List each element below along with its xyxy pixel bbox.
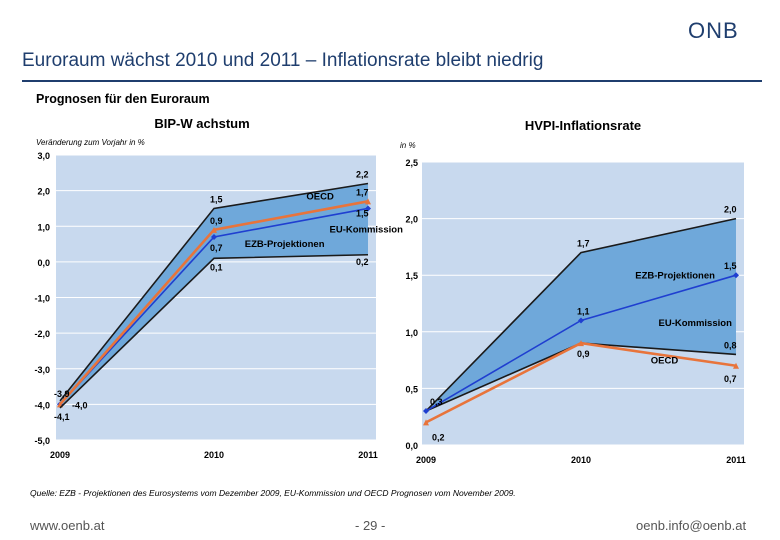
section-title: Prognosen für den Euroraum bbox=[36, 92, 210, 106]
hvpi-data-label: 0,8 bbox=[724, 340, 737, 350]
bip-point-marker bbox=[365, 198, 371, 205]
hvpi-point-marker bbox=[578, 317, 584, 324]
hvpi-y-tick-label: 1,0 bbox=[405, 328, 418, 338]
hvpi-point-marker bbox=[733, 362, 739, 369]
bip-x-tick-label: 2010 bbox=[204, 450, 224, 460]
bip-data-label: -4,1 bbox=[54, 412, 70, 422]
bip-series-label: EU-Kommission bbox=[330, 224, 404, 235]
hvpi-data-label: 1,1 bbox=[577, 306, 590, 316]
bip-y-tick-label: -5,0 bbox=[34, 436, 50, 446]
hvpi-y-tick-label: 2,5 bbox=[405, 158, 418, 168]
bip-y-axis-label: Veränderung zum Vorjahr in % bbox=[36, 138, 145, 147]
bip-y-tick-label: -3,0 bbox=[34, 365, 50, 375]
bip-data-label: 0,1 bbox=[210, 262, 223, 272]
bip-data-label: 1,7 bbox=[356, 187, 369, 197]
hvpi-y-tick-label: 0,5 bbox=[405, 384, 418, 394]
hvpi-point-marker bbox=[423, 408, 429, 415]
hvpi-y-tick-label: 1,5 bbox=[405, 271, 418, 281]
footer-email[interactable]: oenb.info@oenb.at bbox=[636, 518, 747, 533]
hvpi-y-tick-label: 2,0 bbox=[405, 215, 418, 225]
hvpi-data-label: 0,9 bbox=[577, 349, 590, 359]
page-title: Euroraum wächst 2010 und 2011 – Inflatio… bbox=[22, 50, 544, 71]
title-divider bbox=[22, 80, 762, 82]
bip-y-tick-label: 3,0 bbox=[37, 151, 50, 161]
hvpi-data-label: 0,3 bbox=[430, 397, 443, 407]
bip-series-line bbox=[59, 182, 369, 402]
hvpi-point-marker bbox=[578, 340, 584, 347]
bip-y-tick-label: -4,0 bbox=[34, 400, 50, 410]
hvpi-series-line bbox=[425, 217, 737, 412]
bip-data-label: 1,5 bbox=[356, 208, 369, 218]
bip-series-line bbox=[59, 253, 369, 409]
hvpi-series-label: EU-Kommission bbox=[659, 318, 733, 329]
footer-website[interactable]: www.oenb.at bbox=[30, 518, 105, 533]
bip-y-tick-label: 2,0 bbox=[37, 187, 50, 197]
bip-x-tick-label: 2009 bbox=[50, 450, 70, 460]
hvpi-chart-title: HVPI-Inflationsrate bbox=[525, 118, 641, 133]
hvpi-series-label: OECD bbox=[651, 355, 679, 366]
bip-chart-title: BIP-W achstum bbox=[154, 116, 249, 131]
hvpi-y-axis-label: in % bbox=[400, 141, 416, 150]
hvpi-x-tick-label: 2010 bbox=[571, 455, 591, 465]
bip-point-marker bbox=[365, 205, 371, 212]
bip-y-tick-label: -1,0 bbox=[34, 294, 50, 304]
hvpi-data-label: 0,7 bbox=[724, 374, 737, 384]
bip-projection-band bbox=[60, 183, 368, 408]
bip-data-label: 2,2 bbox=[356, 170, 369, 180]
source-note: Quelle: EZB - Projektionen des Eurosyste… bbox=[30, 488, 516, 498]
bip-series-label: EZB-Projektionen bbox=[245, 239, 325, 250]
hvpi-series-label: EZB-Projektionen bbox=[635, 271, 715, 282]
hvpi-data-label: 2,0 bbox=[724, 205, 737, 215]
bip-point-marker bbox=[211, 233, 217, 240]
bip-data-label: 0,9 bbox=[210, 216, 223, 226]
bip-data-label: -4,0 bbox=[72, 400, 88, 410]
bip-data-label: -3,9 bbox=[54, 389, 70, 399]
oenb-logo: ONB bbox=[688, 18, 739, 43]
hvpi-data-label: 0,2 bbox=[432, 432, 445, 442]
bip-series-label: OECD bbox=[306, 192, 334, 203]
bip-y-tick-label: 1,0 bbox=[37, 222, 50, 232]
hvpi-data-label: 1,7 bbox=[577, 239, 590, 249]
bip-data-label: 0,7 bbox=[210, 243, 223, 253]
bip-y-tick-label: 0,0 bbox=[37, 258, 50, 268]
bip-data-label: 0,2 bbox=[356, 257, 369, 267]
hvpi-projection-band bbox=[426, 218, 736, 412]
footer-page-number: - 29 - bbox=[355, 518, 386, 533]
hvpi-x-tick-label: 2011 bbox=[726, 455, 746, 465]
bip-point-marker bbox=[211, 226, 217, 233]
hvpi-data-label: 1,5 bbox=[724, 261, 737, 271]
bip-x-tick-label: 2011 bbox=[358, 450, 378, 460]
bip-y-tick-label: -2,0 bbox=[34, 329, 50, 339]
hvpi-y-tick-label: 0,0 bbox=[405, 441, 418, 451]
bip-data-label: 1,5 bbox=[210, 194, 223, 204]
hvpi-point-marker bbox=[423, 419, 429, 426]
hvpi-point-marker bbox=[733, 272, 739, 279]
hvpi-x-tick-label: 2009 bbox=[416, 455, 436, 465]
